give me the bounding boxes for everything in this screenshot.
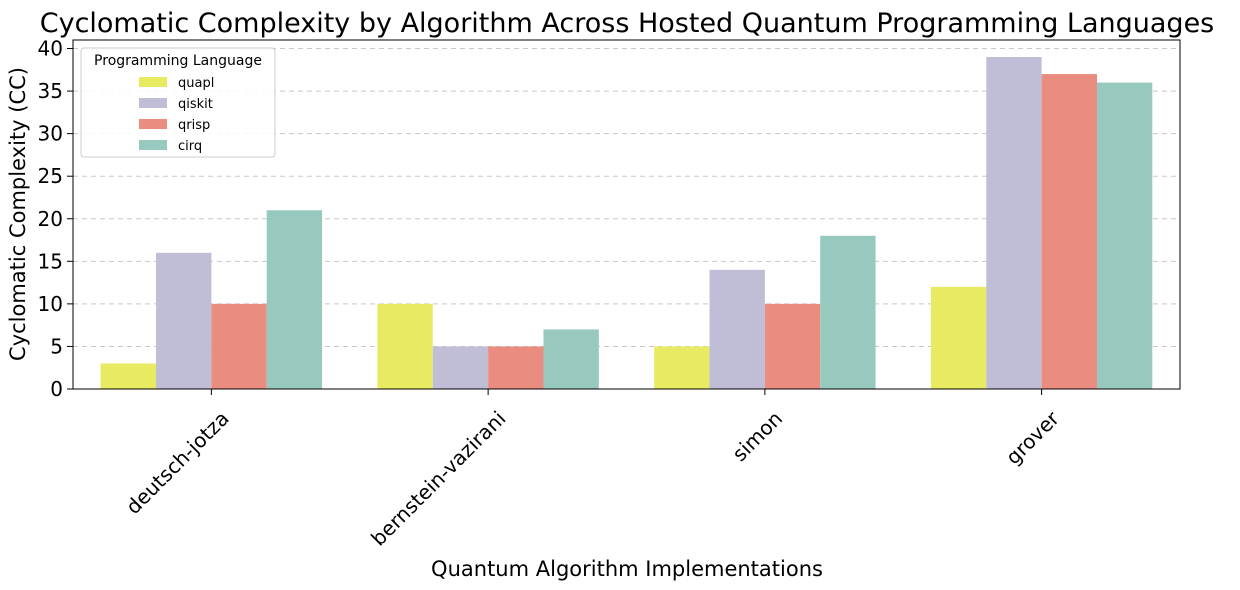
legend-swatch-cirq [139,140,167,150]
x-tick-label: deutsch-jotza [121,406,234,519]
legend-label-cirq: cirq [178,139,202,154]
chart-title: Cyclomatic Complexity by Algorithm Acros… [40,8,1215,39]
bar-qrisp-grover [1041,74,1097,390]
x-tick-label: grover [1001,406,1065,470]
legend-swatch-qiskit [139,98,167,108]
legend-title: Programming Language [94,53,262,69]
legend-swatch-quapl [139,77,167,87]
bar-qrisp-deutsch-jotza [211,303,267,389]
bar-quapl-simon [654,346,710,389]
legend-label-qrisp: qrisp [178,118,210,133]
axes [72,39,1181,390]
bar-quapl-grover [930,286,987,389]
x-tick-label: simon [727,406,787,466]
bar-cirq-deutsch-jotza [266,210,323,389]
legend-label-quapl: quapl [178,76,214,91]
x-tick-label: bernstein-vazirani [366,406,510,550]
legend: Programming Language quapl qiskit qrisp cirq [80,47,276,158]
legend-swatch-qrisp [139,119,167,129]
bar-cirq-simon [820,235,876,389]
bar-qiskit-grover [986,57,1042,390]
legend-box [80,47,276,158]
bar-qiskit-simon [709,269,765,389]
bar-cirq-bernstein-vazirani [543,329,599,389]
y-tick-label: 10 [38,292,63,316]
bar-qiskit-bernstein-vazirani [432,346,489,389]
y-tick-label: 15 [38,249,63,273]
bar-cirq-grover [1096,82,1153,389]
bar-qrisp-simon [764,303,821,389]
bars [100,57,1153,390]
y-tick-label: 20 [38,207,63,231]
y-tick-label: 35 [38,79,63,103]
plot-frame [72,39,1181,390]
bar-quapl-deutsch-jotza [100,363,157,389]
y-tick-label: 0 [50,377,63,401]
bar-qiskit-deutsch-jotza [156,252,212,389]
y-tick-label: 5 [50,334,63,358]
bar-quapl-bernstein-vazirani [377,303,433,389]
legend-label-qiskit: qiskit [178,97,213,112]
bar-qrisp-bernstein-vazirani [488,346,544,389]
y-axis-label: Cyclomatic Complexity (CC) [6,67,30,361]
y-tick-label: 30 [38,122,63,146]
y-tick-label: 25 [38,164,63,188]
x-axis-label: Quantum Algorithm Implementations [431,557,823,581]
y-tick-label: 40 [38,37,63,61]
